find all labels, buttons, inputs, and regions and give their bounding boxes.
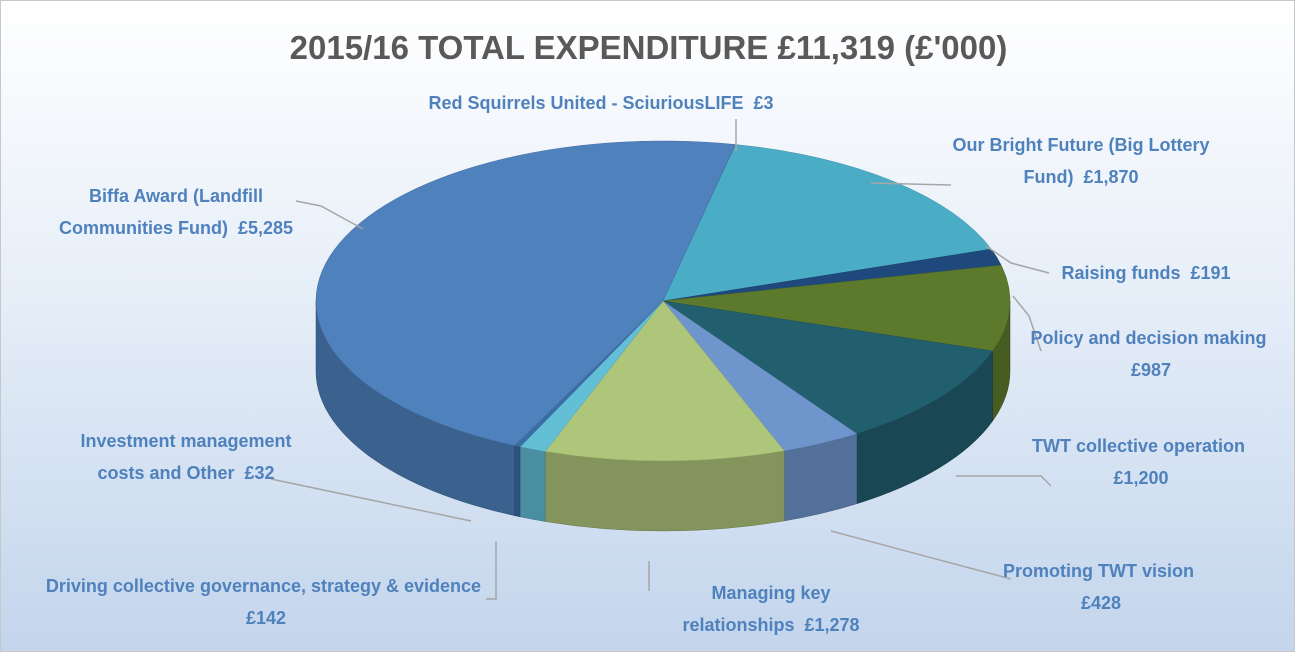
value-label: £142 (245, 608, 287, 628)
value-label: £191 (1190, 263, 1231, 283)
data-label: Red Squirrels United - SciuriousLIFE £3 (301, 87, 901, 119)
data-label: Managing key relationships £1,278 (651, 577, 891, 641)
data-label: Our Bright Future (Big Lottery Fund) £1,… (951, 129, 1211, 193)
value-label: £32 (244, 463, 275, 483)
category-label: Red Squirrels United - SciuriousLIFE (428, 93, 744, 113)
category-label: Promoting TWT vision (1002, 561, 1194, 581)
leader-line (830, 530, 1012, 580)
leader-line (870, 182, 952, 186)
category-label: Investment management costs and Other (80, 431, 292, 483)
leader-line (295, 200, 364, 230)
slice (315, 140, 736, 446)
leader-line (985, 245, 1050, 274)
chart-title: 2015/16 TOTAL EXPENDITURE £11,319 (£'000… (289, 29, 1008, 66)
data-label: TWT collective operation £1,200 (1031, 430, 1251, 494)
leader-line (1012, 295, 1042, 352)
category-label: Managing key relationships (682, 583, 831, 635)
category-label: Biffa Award (Landfill Communities Fund) (58, 186, 263, 238)
value-label: £1,278 (804, 615, 860, 635)
data-label: Policy and decision making £987 (1026, 322, 1276, 386)
slice (662, 264, 1011, 352)
slice-side (519, 446, 546, 522)
value-label: £428 (1080, 593, 1122, 613)
data-label: Promoting TWT vision £428 (991, 555, 1211, 619)
category-label: TWT collective operation (1031, 436, 1245, 456)
data-label: Biffa Award (Landfill Communities Fund) … (41, 180, 311, 244)
leader-line (270, 478, 472, 522)
leader-line (486, 541, 497, 600)
data-label: Driving collective governance, strategy … (26, 570, 506, 634)
data-label: Investment management costs and Other £3… (71, 425, 301, 489)
leader-line (956, 475, 1052, 487)
category-label: Raising funds (1061, 263, 1181, 283)
pie-tops (315, 140, 1011, 462)
slice (544, 300, 785, 462)
value-label: £1,200 (1113, 468, 1169, 488)
value-label: £5,285 (237, 218, 294, 238)
category-label: Driving collective governance, strategy … (45, 576, 482, 596)
slice (662, 300, 994, 435)
value-label: £3 (753, 93, 774, 113)
slice-side (544, 450, 785, 532)
slice-side (514, 445, 521, 518)
data-label: Raising funds £191 (1016, 257, 1276, 289)
value-label: £987 (1130, 360, 1172, 380)
pie-sides (315, 300, 1011, 532)
category-label: Our Bright Future (Big Lottery Fund) (952, 135, 1210, 187)
value-label: £1,870 (1083, 167, 1139, 187)
category-label: Policy and decision making (1030, 328, 1267, 348)
